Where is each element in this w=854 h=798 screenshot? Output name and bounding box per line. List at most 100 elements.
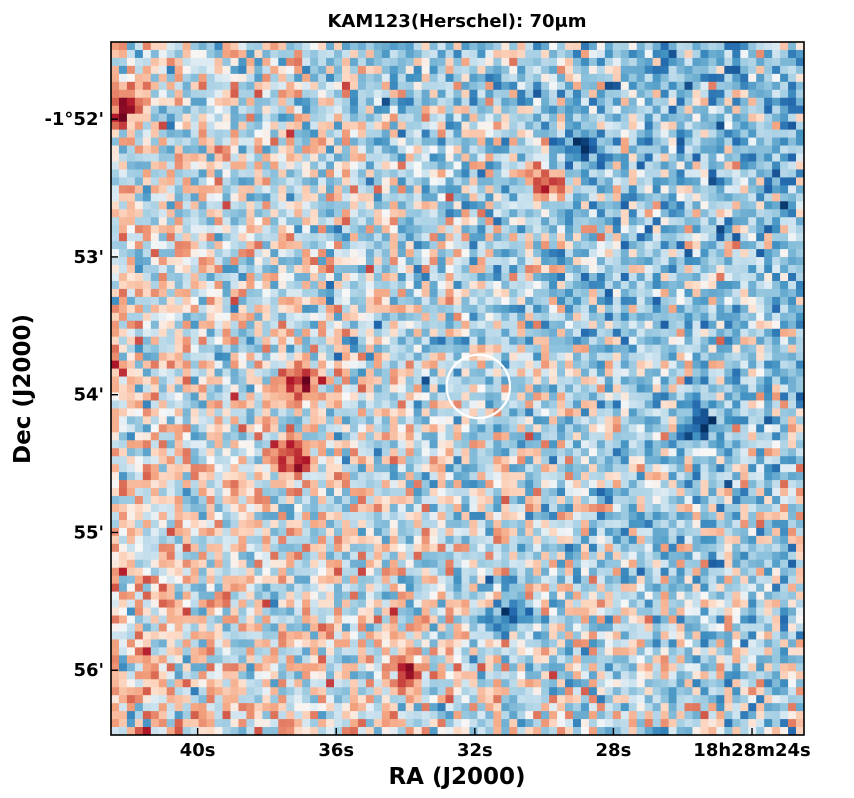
heatmap-pixel	[604, 416, 614, 425]
heatmap-pixel	[262, 145, 271, 154]
heatmap-pixel	[620, 153, 630, 162]
heatmap-pixel	[644, 145, 654, 154]
heatmap-pixel	[118, 57, 128, 67]
heatmap-pixel	[389, 352, 399, 361]
heatmap-pixel	[596, 320, 606, 330]
heatmap-pixel	[373, 241, 383, 250]
heatmap-pixel	[700, 320, 709, 330]
heatmap-pixel	[732, 440, 741, 449]
heatmap-pixel	[732, 225, 741, 234]
heatmap-pixel	[636, 352, 646, 361]
heatmap-pixel	[118, 312, 128, 322]
heatmap-pixel	[111, 153, 120, 162]
heatmap-pixel	[262, 432, 271, 441]
heatmap-pixel	[477, 336, 486, 346]
heatmap-pixel	[557, 440, 566, 449]
heatmap-pixel	[541, 448, 550, 457]
heatmap-pixel	[716, 185, 725, 194]
heatmap-pixel	[509, 480, 518, 489]
heatmap-pixel	[780, 464, 789, 473]
heatmap-pixel	[437, 280, 446, 290]
heatmap-pixel	[453, 376, 462, 385]
heatmap-pixel	[628, 257, 638, 266]
heatmap-pixel	[334, 105, 343, 115]
heatmap-pixel	[238, 97, 247, 107]
heatmap-pixel	[334, 217, 343, 226]
heatmap-pixel	[692, 185, 701, 194]
heatmap-pixel	[270, 464, 279, 473]
heatmap-pixel	[620, 249, 630, 258]
heatmap-pixel	[557, 177, 566, 186]
heatmap-pixel	[477, 177, 486, 186]
heatmap-pixel	[636, 233, 646, 242]
heatmap-pixel	[620, 472, 630, 481]
heatmap-pixel	[676, 161, 685, 170]
heatmap-pixel	[485, 161, 494, 170]
heatmap-pixel	[270, 416, 279, 425]
heatmap-pixel	[509, 408, 518, 417]
heatmap-pixel	[389, 448, 399, 457]
heatmap-pixel	[349, 376, 359, 385]
heatmap-pixel	[246, 288, 255, 298]
heatmap-pixel	[230, 448, 239, 457]
heatmap-pixel	[206, 97, 215, 107]
heatmap-pixel	[708, 440, 717, 449]
heatmap-pixel	[469, 153, 478, 162]
heatmap-pixel	[541, 249, 550, 258]
heatmap-pixel	[286, 472, 295, 481]
heatmap-pixel	[166, 496, 176, 505]
heatmap-pixel	[357, 464, 367, 473]
heatmap-pixel	[174, 177, 184, 186]
heatmap-pixel	[254, 273, 263, 282]
heatmap-pixel	[652, 448, 661, 457]
heatmap-pixel	[318, 161, 327, 170]
heatmap-pixel	[652, 392, 661, 401]
heatmap-pixel	[573, 352, 582, 361]
heatmap-pixel	[397, 376, 407, 385]
heatmap-pixel	[294, 89, 303, 99]
heatmap-pixel	[620, 280, 630, 290]
heatmap-pixel	[604, 424, 614, 433]
heatmap-pixel	[716, 153, 725, 162]
heatmap-pixel	[182, 392, 192, 401]
heatmap-pixel	[764, 137, 773, 146]
heatmap-pixel	[349, 488, 359, 497]
heatmap-pixel	[134, 312, 144, 322]
heatmap-pixel	[541, 480, 550, 489]
heatmap-pixel	[716, 296, 725, 306]
heatmap-pixel	[246, 296, 255, 306]
heatmap-pixel	[557, 472, 566, 481]
heatmap-pixel	[533, 161, 542, 170]
heatmap-pixel	[660, 145, 669, 154]
heatmap-pixel	[182, 424, 192, 433]
heatmap-pixel	[525, 73, 534, 83]
heatmap-pixel	[573, 145, 582, 154]
heatmap-pixel	[724, 440, 733, 449]
heatmap-pixel	[397, 42, 407, 51]
heatmap-pixel	[182, 42, 192, 51]
heatmap-pixel	[254, 169, 263, 178]
heatmap-pixel	[493, 57, 502, 67]
heatmap-pixel	[198, 105, 207, 115]
heatmap-pixel	[326, 177, 335, 186]
heatmap-pixel	[565, 73, 574, 83]
heatmap-pixel	[485, 209, 494, 218]
heatmap-pixel	[182, 496, 192, 505]
heatmap-pixel	[636, 129, 646, 138]
heatmap-pixel	[445, 288, 454, 298]
heatmap-pixel	[549, 145, 558, 154]
heatmap-pixel	[134, 328, 144, 338]
heatmap-pixel	[150, 440, 160, 449]
heatmap-pixel	[612, 280, 622, 290]
heatmap-pixel	[628, 137, 638, 146]
heatmap-pixel	[525, 480, 534, 489]
heatmap-pixel	[756, 440, 765, 449]
heatmap-pixel	[525, 344, 534, 354]
heatmap-pixel	[198, 129, 207, 138]
heatmap-pixel	[708, 89, 717, 99]
heatmap-pixel	[166, 65, 176, 75]
heatmap-pixel	[604, 408, 614, 417]
heatmap-pixel	[604, 161, 614, 170]
heatmap-pixel	[461, 304, 470, 314]
heatmap-pixel	[501, 416, 510, 425]
